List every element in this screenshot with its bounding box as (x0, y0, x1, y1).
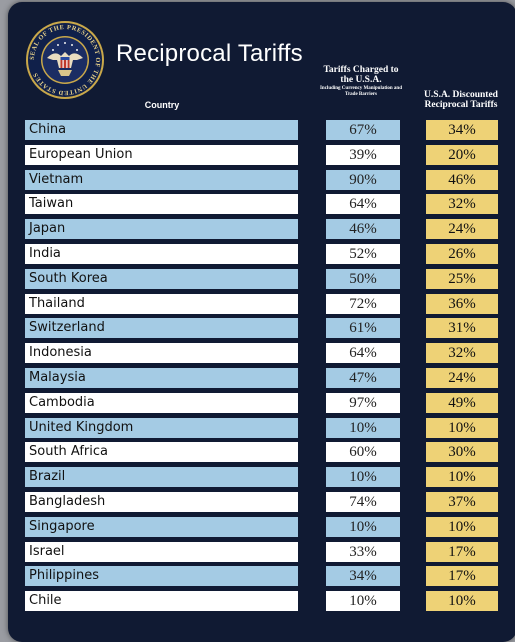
reciprocal-tariff-cell: 24% (426, 368, 498, 388)
charged-tariff-cell: 61% (326, 318, 400, 339)
charged-tariff-cell: 64% (326, 194, 400, 215)
charged-tariff-cell: 10% (326, 591, 400, 612)
reciprocal-tariff-cell: 30% (426, 442, 498, 463)
charged-tariff-cell: 97% (326, 392, 400, 413)
table-row: European Union 39% 20% (0, 144, 515, 165)
column-header-charged: Tariffs Charged to the U.S.A. Including … (318, 65, 404, 97)
country-cell: Bangladesh (25, 492, 298, 512)
page-title: Reciprocal Tariffs (116, 40, 303, 67)
charged-tariff-cell: 67% (326, 120, 400, 140)
column-header-charged-sub: Including Currency Manipulation and Trad… (319, 85, 402, 97)
charged-tariff-cell: 39% (326, 144, 400, 165)
reciprocal-tariff-cell: 20% (426, 144, 498, 165)
country-cell: Singapore (25, 516, 298, 537)
table-row: Philippines 34% 17% (0, 566, 515, 587)
country-cell: Israel (25, 541, 298, 562)
reciprocal-tariff-cell: 36% (426, 293, 498, 314)
charged-tariff-cell: 10% (326, 516, 400, 537)
country-cell: South Korea (25, 268, 298, 289)
reciprocal-tariff-cell: 32% (426, 194, 498, 215)
table-row: Cambodia 97% 49% (0, 392, 515, 413)
charged-tariff-cell: 52% (326, 244, 400, 264)
reciprocal-tariff-cell: 46% (426, 169, 498, 190)
charged-tariff-cell: 10% (326, 417, 400, 438)
reciprocal-tariff-cell: 10% (426, 591, 498, 612)
country-cell: Thailand (25, 293, 298, 314)
presidential-seal-icon: SEAL OF THE PRESIDENT OF THE UNITED STAT… (26, 21, 104, 99)
table-row: Japan 46% 24% (0, 219, 515, 240)
country-cell: Brazil (25, 467, 298, 488)
table-row: Switzerland 61% 31% (0, 318, 515, 339)
country-cell: South Africa (25, 442, 298, 463)
country-cell: Cambodia (25, 392, 298, 413)
country-cell: United Kingdom (25, 417, 298, 438)
charged-tariff-cell: 90% (326, 169, 400, 190)
country-cell: European Union (25, 144, 298, 165)
country-cell: Chile (25, 591, 298, 612)
table-row: Vietnam 90% 46% (0, 169, 515, 190)
charged-tariff-cell: 34% (326, 566, 400, 587)
country-cell: Switzerland (25, 318, 298, 339)
reciprocal-tariff-cell: 10% (426, 516, 498, 537)
table-row: Chile 10% 10% (0, 591, 515, 612)
charged-tariff-cell: 33% (326, 541, 400, 562)
country-cell: Malaysia (25, 368, 298, 388)
table-row: South Korea 50% 25% (0, 268, 515, 289)
country-cell: China (25, 120, 298, 140)
charged-tariff-cell: 64% (326, 343, 400, 364)
reciprocal-tariff-cell: 24% (426, 219, 498, 240)
reciprocal-tariff-cell: 32% (426, 343, 498, 364)
charged-tariff-cell: 72% (326, 293, 400, 314)
table-row: South Africa 60% 30% (0, 442, 515, 463)
column-header-country: Country (144, 100, 180, 110)
country-cell: Vietnam (25, 169, 298, 190)
column-header-reciprocal: U.S.A. Discounted Reciprocal Tariffs (424, 90, 498, 111)
table-row: India 52% 26% (0, 244, 515, 264)
charged-tariff-cell: 74% (326, 492, 400, 512)
charged-tariff-cell: 10% (326, 467, 400, 488)
country-cell: Philippines (25, 566, 298, 587)
charged-tariff-cell: 46% (326, 219, 400, 240)
country-cell: Indonesia (25, 343, 298, 364)
table-row: United Kingdom 10% 10% (0, 417, 515, 438)
reciprocal-tariff-cell: 34% (426, 120, 498, 140)
table-row: Bangladesh 74% 37% (0, 492, 515, 512)
table-row: Taiwan 64% 32% (0, 194, 515, 215)
reciprocal-tariff-cell: 31% (426, 318, 498, 339)
charged-tariff-cell: 60% (326, 442, 400, 463)
reciprocal-tariff-cell: 26% (426, 244, 498, 264)
table-row: Indonesia 64% 32% (0, 343, 515, 364)
table-row: Malaysia 47% 24% (0, 368, 515, 388)
column-header-charged-main: Tariffs Charged to the U.S.A. (323, 65, 399, 85)
table-row: China 67% 34% (0, 120, 515, 140)
country-cell: Japan (25, 219, 298, 240)
table-row: Brazil 10% 10% (0, 467, 515, 488)
charged-tariff-cell: 50% (326, 268, 400, 289)
reciprocal-tariff-cell: 37% (426, 492, 498, 512)
reciprocal-tariff-cell: 25% (426, 268, 498, 289)
reciprocal-tariff-cell: 17% (426, 566, 498, 587)
reciprocal-tariff-cell: 10% (426, 467, 498, 488)
table-row: Thailand 72% 36% (0, 293, 515, 314)
table-row: Israel 33% 17% (0, 541, 515, 562)
country-cell: Taiwan (25, 194, 298, 215)
country-cell: India (25, 244, 298, 264)
reciprocal-tariff-cell: 17% (426, 541, 498, 562)
table-row: Singapore 10% 10% (0, 516, 515, 537)
reciprocal-tariff-cell: 49% (426, 392, 498, 413)
reciprocal-tariff-cell: 10% (426, 417, 498, 438)
charged-tariff-cell: 47% (326, 368, 400, 388)
